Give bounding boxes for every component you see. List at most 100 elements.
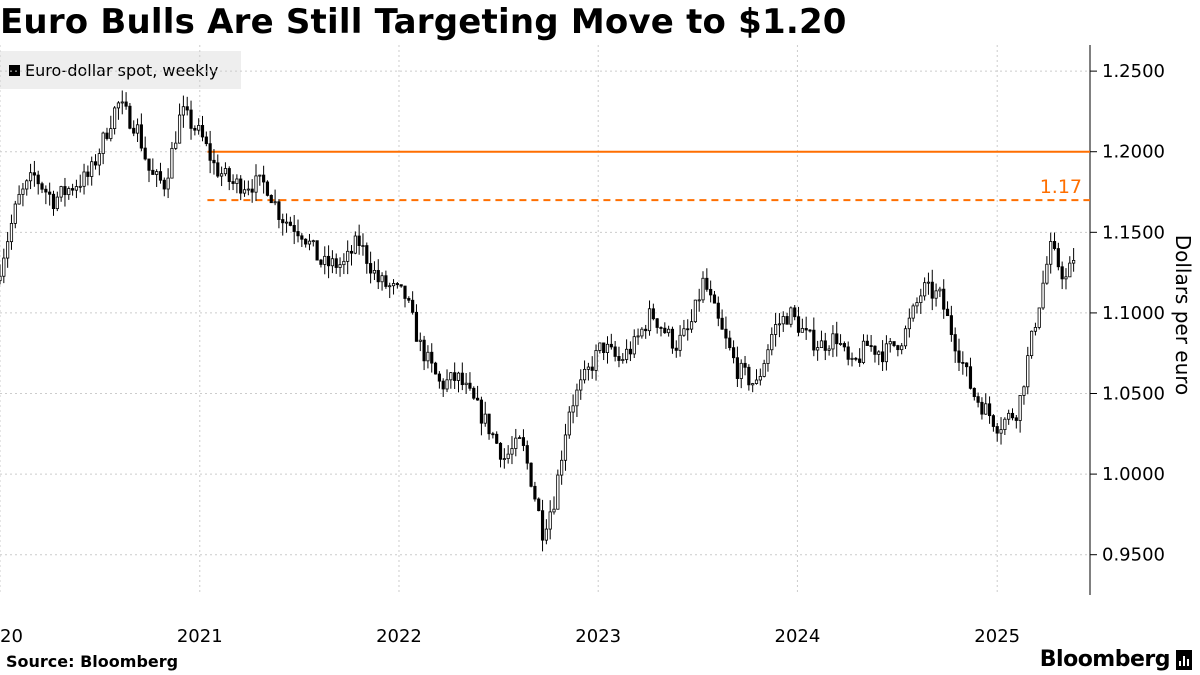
- candle-up: [789, 307, 793, 325]
- candle-up: [819, 340, 824, 349]
- candle-down: [728, 337, 732, 349]
- candle-up: [1007, 412, 1011, 420]
- candle-up: [254, 175, 258, 193]
- candle-down: [139, 124, 143, 149]
- candle-up: [82, 171, 86, 187]
- candle-down: [590, 366, 594, 371]
- target-line-label: 1.17: [1040, 176, 1082, 198]
- candle-up: [1003, 418, 1007, 430]
- y-tick-label: 1.0500: [1102, 384, 1165, 405]
- x-tick-label: 2025: [974, 626, 1020, 647]
- candle-down: [357, 235, 361, 246]
- bloomberg-mark-icon: [1176, 649, 1192, 670]
- legend-label: Euro-dollar spot, weekly: [25, 60, 219, 80]
- candle-up: [483, 413, 487, 424]
- x-tick-label: 2023: [575, 626, 621, 647]
- candle-up: [758, 376, 762, 381]
- candle-down: [521, 437, 526, 446]
- candle-down: [949, 315, 953, 335]
- candle-down: [384, 275, 388, 287]
- candle-down: [812, 329, 816, 351]
- candle-up: [640, 328, 644, 337]
- candle-down: [930, 281, 934, 299]
- candle-up: [1045, 263, 1049, 284]
- candle-down: [655, 318, 659, 328]
- candle-down: [189, 109, 193, 129]
- candle-down: [395, 283, 399, 286]
- candle-down: [846, 346, 850, 360]
- candle-up: [888, 341, 892, 345]
- candle-down: [1052, 241, 1057, 249]
- candle-up: [1033, 327, 1038, 332]
- candle-up: [25, 180, 29, 190]
- candle-up: [766, 349, 770, 364]
- candle-down: [479, 399, 483, 424]
- candle-up: [774, 324, 778, 335]
- candle-up: [456, 372, 461, 381]
- candle-up: [307, 240, 312, 245]
- candle-down: [796, 316, 801, 333]
- candle-up: [388, 285, 392, 288]
- candle-up: [605, 343, 610, 353]
- candle-up: [97, 153, 101, 166]
- y-tick-label: 1.2500: [1102, 61, 1165, 82]
- candle-down: [430, 351, 434, 364]
- candle-up: [353, 235, 357, 254]
- candle-up: [391, 283, 396, 287]
- candle-up: [563, 434, 568, 461]
- candle-up: [6, 241, 10, 259]
- candle-up: [632, 336, 636, 355]
- candle-down: [747, 366, 751, 386]
- candle-up: [579, 379, 583, 391]
- y-tick-label: 1.1000: [1102, 303, 1165, 324]
- candle-down: [399, 284, 403, 287]
- candle-up: [1049, 241, 1053, 265]
- candle-down: [602, 342, 606, 353]
- candle-up: [418, 339, 422, 342]
- candle-down: [896, 345, 900, 351]
- candle-down: [823, 340, 827, 351]
- source-note: Source: Bloomberg: [6, 652, 179, 671]
- candle-up: [598, 342, 602, 351]
- candle-up: [739, 362, 743, 379]
- candle-up: [155, 171, 159, 175]
- candle-up: [770, 334, 774, 351]
- candle-down: [124, 101, 128, 107]
- candle-up: [800, 328, 804, 333]
- candle-up: [682, 328, 686, 336]
- candle-up: [838, 343, 843, 345]
- candle-down: [105, 132, 109, 139]
- candle-up: [1030, 330, 1034, 357]
- candle-up: [548, 511, 552, 530]
- candle-down: [262, 174, 266, 183]
- y-axis-title: Dollars per euro: [1171, 235, 1195, 396]
- candle-down: [250, 188, 254, 193]
- candle-up: [361, 245, 365, 247]
- candle-up: [861, 340, 866, 363]
- candle-down: [743, 362, 747, 368]
- candle-down: [151, 169, 155, 175]
- candle-up: [13, 203, 17, 224]
- candle-up: [754, 379, 759, 384]
- candle-down: [995, 426, 999, 434]
- candle-down: [403, 285, 407, 299]
- candle-up: [919, 295, 923, 304]
- candle-up: [518, 437, 522, 439]
- candle-up: [258, 174, 262, 177]
- candle-up: [1022, 386, 1026, 396]
- candle-down: [414, 311, 419, 342]
- candle-down: [44, 188, 48, 193]
- candle-down: [670, 328, 675, 349]
- candle-down: [326, 255, 331, 267]
- candle-up: [762, 363, 766, 377]
- candle-down: [892, 341, 896, 346]
- candle-down: [132, 127, 136, 134]
- candle-down: [663, 327, 667, 334]
- candle-down: [51, 193, 56, 210]
- candle-up: [235, 178, 239, 184]
- candle-down: [854, 357, 858, 360]
- candle-up: [907, 317, 911, 330]
- candle-down: [158, 171, 163, 181]
- candle-down: [945, 308, 950, 317]
